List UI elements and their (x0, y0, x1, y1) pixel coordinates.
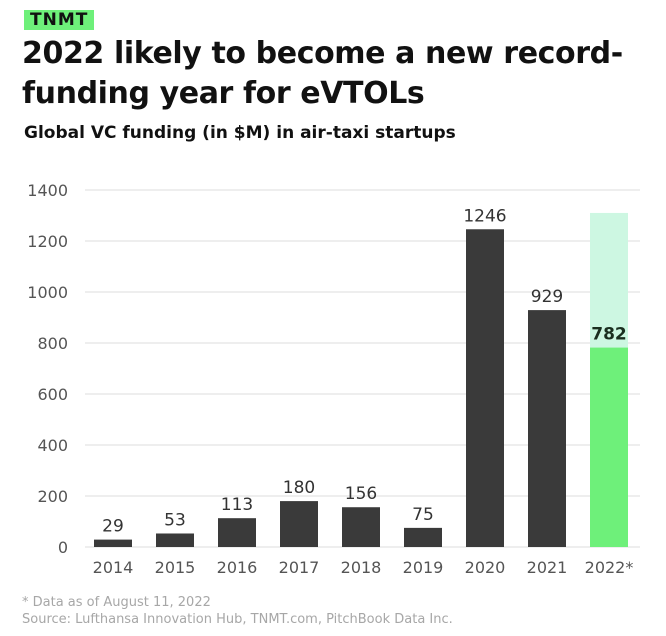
bar-2017 (280, 501, 318, 547)
chart-subtitle: Global VC funding (in $M) in air-taxi st… (24, 123, 456, 143)
x-tick-label-2017: 2017 (279, 558, 320, 577)
y-tick-label-1000: 1000 (27, 283, 68, 302)
bar-2019 (404, 527, 442, 547)
value-label-2015: 53 (164, 510, 186, 530)
source-note: Source: Lufthansa Innovation Hub, TNMT.c… (22, 612, 453, 627)
bar-2020 (466, 229, 504, 547)
bar-2018 (342, 507, 380, 547)
value-label-2018: 156 (345, 484, 377, 504)
value-label-2016: 113 (221, 495, 253, 515)
x-tick-label-2014: 2014 (93, 558, 134, 577)
bar-chart: 0 200 400 600 800 1000 1200 1400 29 2014 53 2015 113… (27, 181, 640, 577)
value-label-2014: 29 (102, 517, 124, 537)
y-tick-label-600: 600 (37, 385, 68, 404)
brand-logo: TNMT (24, 10, 95, 30)
chart-title: 2022 likely to become a new record-fundi… (22, 36, 623, 111)
x-tick-label-2018: 2018 (341, 558, 382, 577)
value-label-2021: 929 (531, 287, 563, 307)
x-tick-label-2021: 2021 (527, 558, 568, 577)
bar-2021 (528, 310, 566, 547)
bar-2014 (94, 539, 132, 547)
value-label-2017: 180 (283, 478, 315, 498)
y-tick-label-1400: 1400 (27, 181, 68, 200)
bar-2015 (156, 533, 194, 547)
y-tick-label-1200: 1200 (27, 232, 68, 251)
x-tick-label-2016: 2016 (217, 558, 258, 577)
value-label-2022: 782 (591, 325, 627, 345)
data-date-note: * Data as of August 11, 2022 (22, 595, 211, 610)
y-tick-label-200: 200 (37, 487, 68, 506)
y-tick-label-400: 400 (37, 436, 68, 455)
footnote-block: * Data as of August 11, 2022 Source: Luf… (22, 594, 453, 628)
x-tick-label-2019: 2019 (403, 558, 444, 577)
bar-2016 (218, 518, 256, 547)
x-tick-label-2020: 2020 (465, 558, 506, 577)
x-tick-label-2015: 2015 (155, 558, 196, 577)
value-label-2019: 75 (412, 505, 434, 525)
value-label-2020: 1246 (463, 206, 506, 226)
bar-2022 (590, 347, 628, 547)
y-tick-label-800: 800 (37, 334, 68, 353)
y-tick-label-0: 0 (58, 538, 68, 557)
x-tick-label-2022: 2022* (585, 558, 634, 577)
